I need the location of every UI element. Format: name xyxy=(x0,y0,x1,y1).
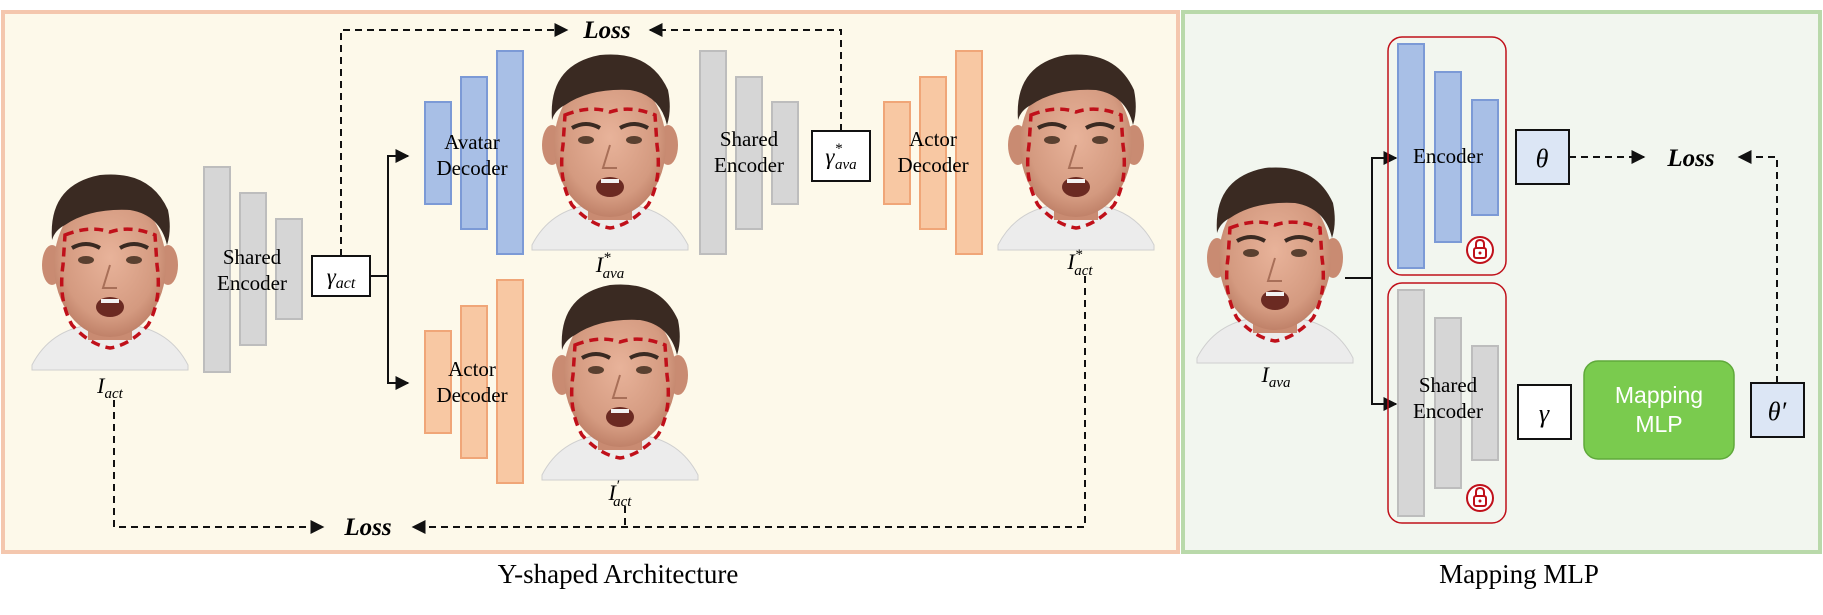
loss-bottom-arrow-left xyxy=(113,400,325,534)
theta-label: θ xyxy=(1536,144,1549,173)
encoder-label: Encoder xyxy=(1413,144,1483,168)
gamma-ava-star-box xyxy=(811,130,871,182)
avatar-output-label: I* ava xyxy=(595,250,625,282)
shared-encoder-label: Shared Encoder xyxy=(217,245,287,295)
theta-prime-label: θ′ xyxy=(1768,397,1787,426)
right-caption: Mapping MLP xyxy=(1439,559,1599,589)
input-label-act: Iact xyxy=(96,373,123,402)
avatar-decoder-label: Avatar Decoder xyxy=(436,130,507,180)
loss-top-label: Loss xyxy=(582,17,630,44)
actor-decoder-bottom-bar-1 xyxy=(424,330,452,434)
input-label-ava: Iava xyxy=(1261,362,1291,391)
left-caption: Y-shaped Architecture xyxy=(498,559,739,589)
shared-encoder-bar-2 xyxy=(239,192,267,346)
right-loss-label: Loss xyxy=(1666,145,1714,172)
right-shared-encoder-label: Shared Encoder xyxy=(1413,373,1483,423)
gamma-ava-star-label: γ* ava xyxy=(825,141,856,173)
avatar-decoder-bar-1 xyxy=(424,101,452,205)
actor-decoder-bottom-label: Actor Decoder xyxy=(436,357,507,407)
encoder-lock-icon xyxy=(1466,236,1494,264)
actor-decoder-top-bar-1 xyxy=(883,101,911,205)
right-branch-top xyxy=(1345,151,1398,279)
right-shared-encoder-bar-2 xyxy=(1434,317,1462,489)
avatar-decoder-bar-2 xyxy=(460,76,488,230)
loss-bottom-label: Loss xyxy=(343,514,391,541)
encoder-frame xyxy=(1387,36,1507,276)
loss-top-arrow-left xyxy=(340,23,569,256)
right-shared-encoder-bar-3 xyxy=(1471,345,1499,461)
gamma-label: γ xyxy=(1539,399,1550,428)
actor-decoder-top-label: Actor Decoder xyxy=(897,127,968,177)
shared-encoder-bar-3 xyxy=(275,218,303,320)
actor-decoder-bottom-bar-3 xyxy=(496,279,524,484)
theta-prime-to-loss-arrow xyxy=(1737,150,1778,383)
theta-box xyxy=(1515,129,1570,185)
shared-encoder2-bar-2 xyxy=(735,76,763,230)
gamma-act-label: γact xyxy=(327,264,356,292)
actor-prime-label: I′ act xyxy=(608,478,633,510)
shared-encoder-lock-icon xyxy=(1466,484,1494,512)
mapping-mlp-label: Mapping MLP xyxy=(1615,382,1703,437)
encoder-bar-3 xyxy=(1471,99,1499,216)
branch-arrow-bottom xyxy=(387,276,410,390)
shared-encoder-bar-1 xyxy=(203,166,231,373)
loss-top-arrow-right xyxy=(648,23,842,131)
encoder-bar-1 xyxy=(1397,43,1425,269)
shared-encoder2-label: Shared Encoder xyxy=(714,127,784,177)
gamma-box xyxy=(1517,384,1572,440)
branch-arrow-top xyxy=(370,149,410,277)
right-shared-encoder-bar-1 xyxy=(1397,289,1425,517)
actor-star-label: I* act xyxy=(1066,247,1093,279)
theta-prime-box xyxy=(1750,382,1805,438)
actor-decoder-top-bar-2 xyxy=(919,76,947,230)
shared-encoder2-bar-1 xyxy=(699,50,727,255)
mapping-mlp-block xyxy=(1583,360,1735,460)
actor-decoder-top-bar-3 xyxy=(955,50,983,255)
encoder-bar-2 xyxy=(1434,71,1462,243)
avatar-decoder-bar-3 xyxy=(496,50,524,255)
shared-encoder2-bar-3 xyxy=(771,101,799,205)
loss-bottom-arrow-right xyxy=(411,276,1086,534)
shared-encoder-frame xyxy=(1387,282,1507,524)
actor-decoder-bottom-bar-2 xyxy=(460,305,488,459)
